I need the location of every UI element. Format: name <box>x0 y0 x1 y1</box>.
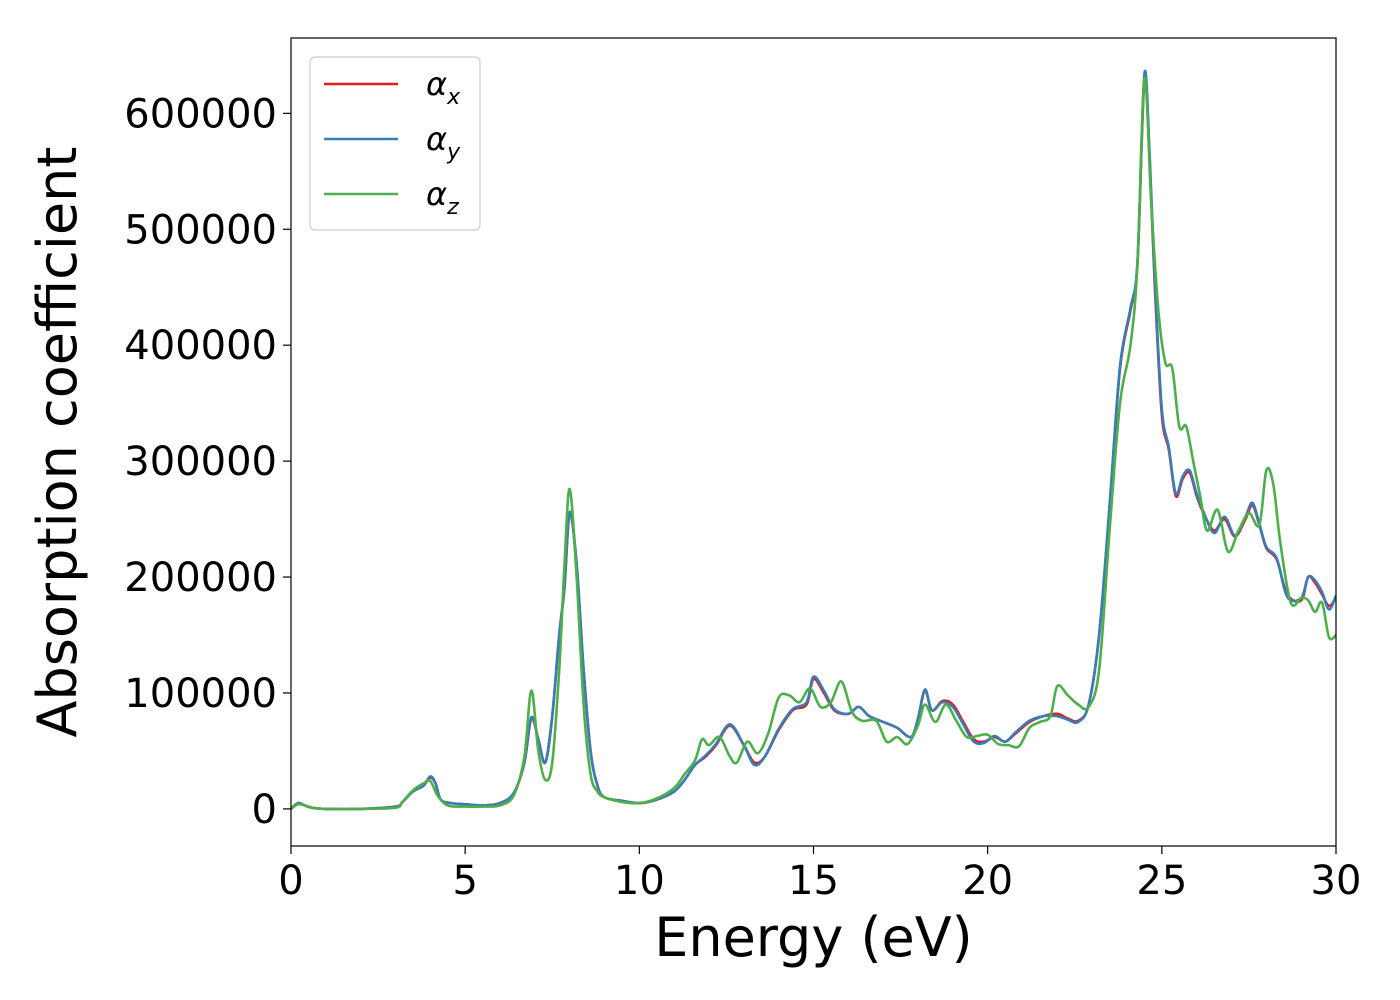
x-tick-label: 30 <box>1311 858 1362 904</box>
y-axis-label: Absorption coefficient <box>26 147 89 738</box>
x-tick-label: 5 <box>452 858 477 904</box>
x-tick-label: 25 <box>1136 858 1187 904</box>
legend-box <box>309 56 481 231</box>
y-tick-label: 300000 <box>124 439 277 485</box>
x-tick-label: 15 <box>788 858 839 904</box>
y-tick-label: 600000 <box>124 91 277 137</box>
x-axis-label: Energy (eV) <box>654 906 973 969</box>
y-tick-label: 0 <box>252 787 277 833</box>
series-line-z <box>291 76 1336 811</box>
x-tick-label: 0 <box>278 858 303 904</box>
x-tick-label: 10 <box>614 858 665 904</box>
y-tick-label: 200000 <box>124 555 277 601</box>
x-tick-label: 20 <box>962 858 1013 904</box>
y-tick-label: 400000 <box>124 323 277 369</box>
axis-ticks: 0 5 10 15 20 25 30 0 100000 200000 300000 400000 500… <box>124 91 1361 904</box>
y-tick-label: 500000 <box>124 207 277 253</box>
series-lines <box>291 69 1336 811</box>
y-tick-label: 100000 <box>124 671 277 717</box>
